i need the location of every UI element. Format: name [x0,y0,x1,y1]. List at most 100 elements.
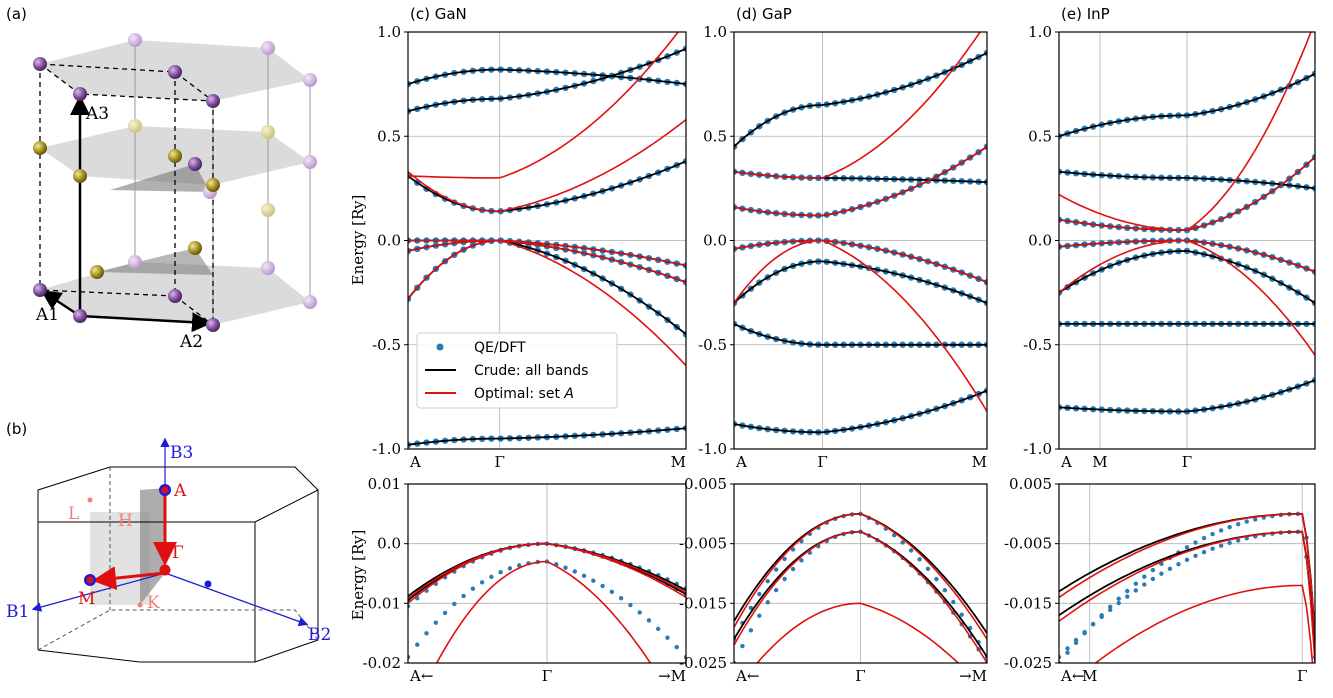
dft-band-5 [734,320,987,348]
dft-band-5 [1059,320,1315,328]
dft-point [1150,576,1156,582]
dft-point [563,565,568,570]
xtick-label: A [1060,453,1072,471]
xtick-label: M [972,453,987,471]
xtick-label: A [409,453,421,471]
ytick-label: -0.02 [363,654,401,672]
inner-triangle-lower [97,248,213,275]
label-b1: B1 [6,602,29,622]
ytick-label: -0.005 [679,535,727,553]
plot-frame [407,483,687,664]
ytick-label: 0.0 [377,232,401,250]
dft-band-3 [734,258,987,307]
dft-point [1108,607,1113,613]
ytick-label: -0.025 [1004,654,1052,672]
band-plot-gan: 1.0 0.5 0.0 -0.5 -1.0 A Γ M (c) GaN Energy [Ry] [349,5,687,471]
optimal-band-2 [435,560,652,663]
ytick-label: -0.015 [679,594,727,612]
dft-point [1116,596,1121,601]
xtick-label: A← [1060,667,1084,685]
ytick-label: -0.005 [1004,535,1052,553]
dft-band-0 [1059,511,1315,663]
ytick-label: -0.5 [698,336,727,354]
dft-point [1090,622,1096,627]
dft-point [461,593,466,599]
crude-band-4 [734,389,987,434]
dft-point [1099,614,1104,620]
xtick-label: M [1082,667,1097,685]
zoom-plot-inp: 0.005 -0.005 -0.015 -0.025 A←M Γ [1004,475,1316,685]
ytick-label: -0.5 [1023,336,1052,354]
zoom-plot-gap: 0.005 -0.005 -0.015 -0.025 A← Γ →M [679,475,988,685]
crude-band-6 [1059,72,1315,138]
dft-band-2 [408,559,686,660]
dft-point [925,566,931,572]
xtick-label: M [671,453,686,471]
crude-band-5 [734,323,987,346]
dft-point [452,601,457,607]
dft-point [674,644,679,650]
legend-dft-label: QE/DFT [474,340,526,356]
label-K-point: K [147,593,160,613]
legend-crude-label: Crude: all bands [474,363,588,379]
label-M-point: M [78,589,95,609]
dft-point [765,600,770,605]
dft-point [757,613,762,618]
dft-point [1142,574,1147,579]
dft-point [799,558,804,563]
optimal-band-3 [734,239,987,412]
dft-point [934,576,939,582]
dft-point [1150,567,1156,573]
xtick-label: A← [735,667,759,685]
dft-point [748,628,754,633]
dft-point [1125,594,1130,599]
ytick-label: -0.5 [372,336,401,354]
dft-point [908,548,914,553]
plot-frame [1058,31,1316,450]
dft-point [1108,604,1113,610]
dft-point [900,540,905,545]
dft-point [470,586,476,591]
dft-band-6 [734,49,987,150]
crude-band-3 [734,260,987,304]
dft-point [1210,546,1215,551]
legend: QE/DFT Crude: all bands Optimal: set A [416,332,618,409]
ytick-label: 0.005 [1009,475,1052,493]
dft-point [656,626,661,631]
ytick-label: -1.0 [372,440,401,458]
ytick-label: 0.5 [703,127,727,145]
optimal-band-1 [1059,32,1312,231]
ytick-label: -0.015 [1004,594,1052,612]
crude-band-6 [408,427,686,446]
label-a1: A1 [35,305,59,325]
legend-dft-marker [436,343,444,351]
optimal-band-0 [734,512,987,640]
optimal-band-2 [408,239,686,267]
dft-point [1065,646,1070,651]
dft-point [1236,521,1241,527]
dft-point [646,618,652,623]
dft-band-1 [734,168,987,186]
dft-point [1167,566,1173,571]
dft-point [1244,519,1249,524]
label-Gamma-point: Γ [172,543,184,563]
dft-point [517,563,522,568]
dft-point [1073,637,1079,643]
foreground-atoms [33,57,220,332]
dft-point [765,579,770,584]
dft-point [942,588,948,593]
xtick-label: A [735,453,747,471]
optimal-band-1 [1059,530,1315,663]
optimal-band-0 [1059,512,1315,634]
optimal-band-1 [408,32,680,179]
xtick-label: A← [409,667,433,685]
crude-band-4 [408,47,686,113]
optimal-band-3 [408,239,686,283]
dft-point [618,596,624,601]
dft-point [1201,549,1207,555]
optimal-band-2 [1094,584,1314,663]
panel-label-a: (a) [6,5,27,23]
dft-point [1133,581,1139,586]
xtick-label: →M [658,667,686,685]
ytick-label: 1.0 [377,23,401,41]
